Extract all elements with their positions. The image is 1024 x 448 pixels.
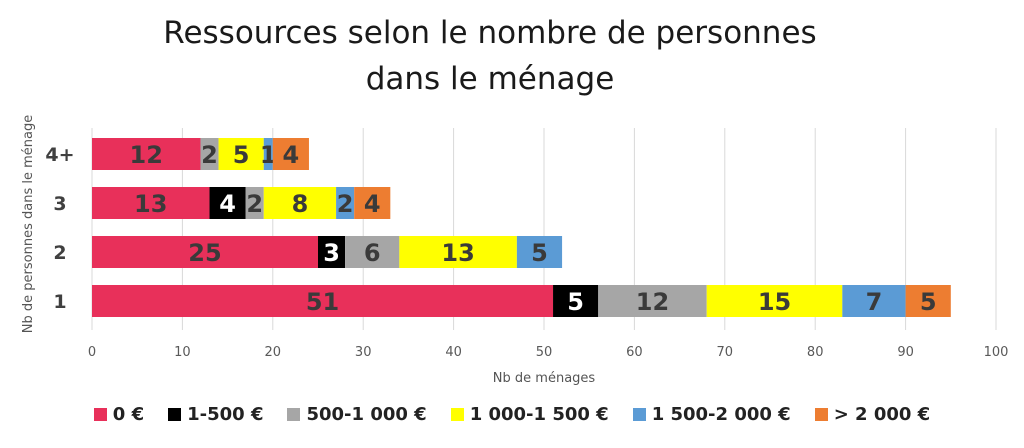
data-label: 13 <box>134 190 167 218</box>
bar-segment <box>842 285 906 317</box>
legend-swatch <box>287 408 301 421</box>
bar-segment <box>399 236 517 268</box>
bar-segment <box>92 236 318 268</box>
data-label: 1 <box>260 141 277 169</box>
bars-group: 12 2 5 1 413 4 2 8 2 425 3 6 13 551 5 12 15 7 5 <box>92 138 951 317</box>
legend-swatch <box>450 408 464 421</box>
x-tick-label: 80 <box>807 345 824 360</box>
bar-segment <box>209 187 246 219</box>
legend-swatch <box>632 408 646 421</box>
legend-label: 0 € <box>112 404 145 425</box>
bar-segment <box>516 236 563 268</box>
bar-segment <box>92 138 201 170</box>
category-label: 3 <box>53 193 66 215</box>
legend-label: > 2 000 € <box>833 404 931 425</box>
legend-swatch <box>814 408 828 421</box>
legend-item: 500-1 000 € <box>287 404 427 425</box>
legend-item: 1 000-1 500 € <box>450 404 609 425</box>
bar-segment <box>245 187 264 219</box>
bar-segment <box>200 138 219 170</box>
data-label: 5 <box>531 239 548 267</box>
data-label: 6 <box>364 239 381 267</box>
data-label: 2 <box>246 190 263 218</box>
data-label: 12 <box>130 141 163 169</box>
bar-segment <box>263 138 273 170</box>
chart-title: Ressources selon le nombre de personnes … <box>0 10 980 102</box>
x-tick-label: 100 <box>984 345 1009 360</box>
legend: 0 € 1-500 € 500-1 000 € 1 000-1 500 € 1 500-… <box>0 404 1024 425</box>
legend-item: > 2 000 € <box>814 404 931 425</box>
x-tick-label: 90 <box>897 345 914 360</box>
y-axis-label: Nb de personnes dans le ménage <box>21 115 36 333</box>
x-tick-label: 40 <box>445 345 462 360</box>
chart-title-line-2: dans le ménage <box>365 61 615 97</box>
category-label: 4+ <box>45 144 74 166</box>
category-label: 1 <box>53 291 66 313</box>
x-tick-label: 10 <box>174 345 191 360</box>
category-label: 2 <box>53 242 66 264</box>
bar-segment <box>218 138 264 170</box>
bar-segment <box>263 187 337 219</box>
bar-segment <box>92 285 554 317</box>
data-label: 2 <box>201 141 218 169</box>
bar-segment <box>318 236 346 268</box>
data-label: 5 <box>920 288 937 316</box>
bar-segment <box>92 187 210 219</box>
x-axis-label: Nb de ménages <box>493 371 596 386</box>
legend-label: 1-500 € <box>187 404 264 425</box>
data-label: 15 <box>758 288 791 316</box>
bar-segment <box>706 285 843 317</box>
bar-segment <box>336 187 355 219</box>
legend-item: 1-500 € <box>168 404 263 425</box>
category-labels: 4+ 3 2 1 <box>45 144 74 313</box>
data-label: 2 <box>337 190 354 218</box>
data-label: 25 <box>188 239 221 267</box>
data-label: 51 <box>306 288 339 316</box>
x-tick-label: 0 <box>88 345 96 360</box>
bar-segment <box>598 285 707 317</box>
bar-segment <box>272 138 309 170</box>
data-label: 4 <box>219 190 236 218</box>
legend-swatch <box>168 408 182 421</box>
legend-item: 1 500-2 000 € <box>632 404 791 425</box>
data-label: 4 <box>283 141 300 169</box>
bar-segment <box>354 187 391 219</box>
data-label: 4 <box>364 190 381 218</box>
data-label: 5 <box>567 288 584 316</box>
legend-label: 1 000-1 500 € <box>469 404 609 425</box>
bar-segment <box>553 285 599 317</box>
data-label: 13 <box>441 239 474 267</box>
legend-label: 1 500-2 000 € <box>651 404 791 425</box>
bar-segment <box>905 285 951 317</box>
x-tick-label: 20 <box>265 345 282 360</box>
data-label: 5 <box>233 141 250 169</box>
chart-title-line-1: Ressources selon le nombre de personnes <box>163 15 817 51</box>
data-label: 8 <box>292 190 309 218</box>
data-label: 3 <box>323 239 340 267</box>
stacked-bar-chart: 12 2 5 1 413 4 2 8 2 425 3 6 13 551 5 12 15 7 5 0 10 20 30 40 5… <box>21 115 1009 386</box>
legend-item: 0 € <box>93 404 145 425</box>
x-tick-labels: 0 10 20 30 40 50 60 70 80 90 100 <box>88 345 1009 360</box>
x-tick-label: 70 <box>717 345 734 360</box>
bar-segment <box>345 236 400 268</box>
legend-swatch <box>93 408 107 421</box>
x-tick-label: 60 <box>626 345 643 360</box>
data-label: 7 <box>866 288 883 316</box>
x-tick-label: 30 <box>355 345 372 360</box>
legend-label: 500-1 000 € <box>306 404 427 425</box>
data-label: 12 <box>636 288 669 316</box>
x-tick-label: 50 <box>536 345 553 360</box>
